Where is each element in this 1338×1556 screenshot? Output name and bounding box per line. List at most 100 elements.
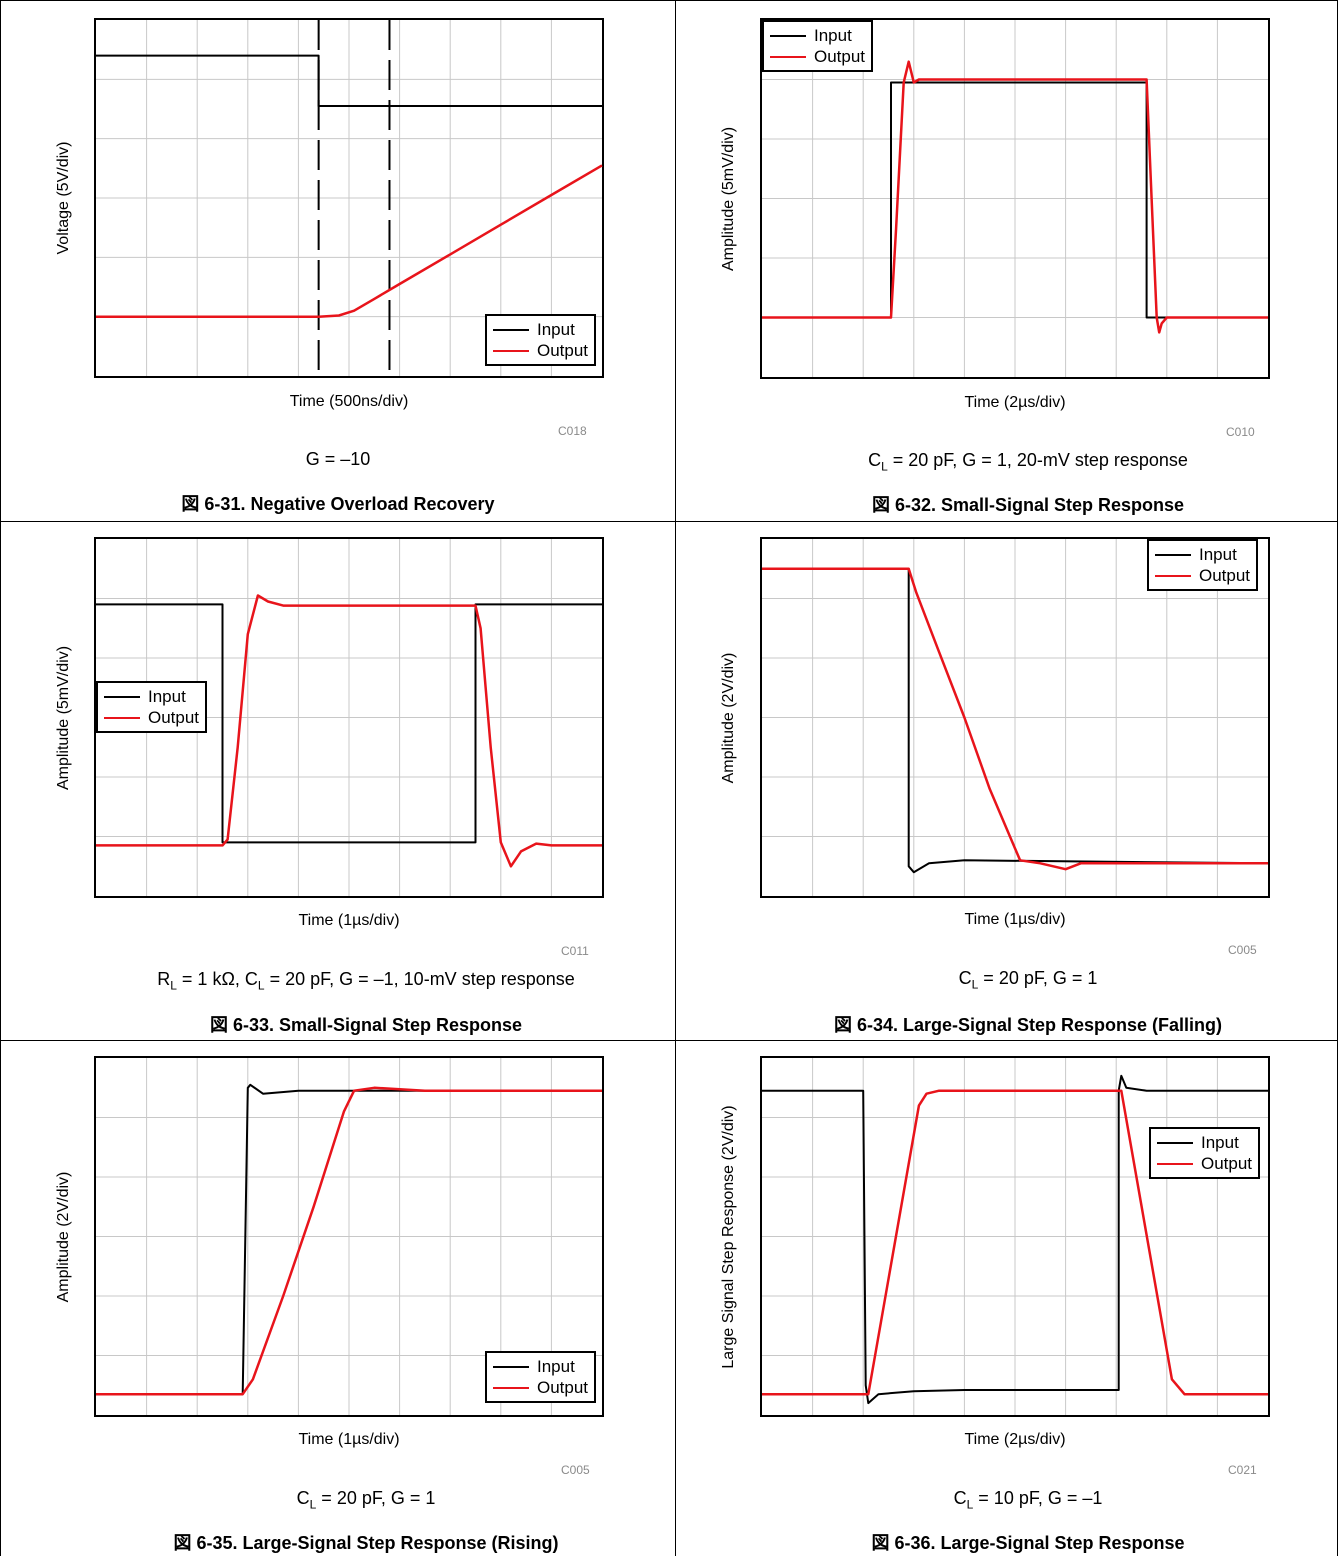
legend-label: Output	[1201, 1153, 1253, 1173]
figure-code: C011	[561, 944, 589, 958]
x-axis-label: Time (1µs/div)	[298, 912, 400, 929]
figure-code: C005	[1228, 943, 1257, 957]
legend-label: Input	[1199, 544, 1237, 564]
legend-swatch	[493, 1386, 529, 1389]
chart-legend: Input Output	[762, 20, 874, 72]
legend-item: Output	[493, 340, 588, 361]
legend-swatch	[1157, 1141, 1193, 1144]
legend-swatch	[104, 716, 140, 719]
condition-text: C	[958, 968, 972, 988]
legend-item: Input	[770, 25, 865, 46]
x-axis-label: Time (2µs/div)	[964, 1431, 1066, 1448]
condition-subscript: L	[170, 978, 177, 993]
condition-text: = 20 pF, G = 1, 20-mV step response	[887, 450, 1188, 470]
legend-item: Output	[493, 1377, 588, 1398]
plot-area	[94, 537, 604, 898]
legend-swatch	[770, 34, 806, 37]
legend-item: Input	[493, 319, 588, 340]
legend-item: Input	[104, 686, 199, 707]
figure-caption: 図 6-32. Small-Signal Step Response	[871, 495, 1185, 515]
plot-area	[94, 1056, 604, 1417]
legend-swatch	[1155, 553, 1191, 556]
legend-item: Input	[1155, 544, 1250, 565]
condition-text: R	[157, 969, 171, 989]
figure-code: C005	[561, 1463, 590, 1477]
legend-label: Input	[537, 319, 575, 339]
legend-swatch	[493, 1365, 529, 1368]
plot-area	[760, 1056, 1270, 1417]
table-divider-vertical	[675, 0, 676, 1556]
figure-code: C010	[1226, 425, 1255, 439]
legend-label: Input	[1201, 1132, 1239, 1152]
series-input-line	[762, 1074, 1268, 1405]
plot-area	[760, 537, 1270, 898]
legend-swatch	[493, 328, 529, 331]
condition-subscript: L	[309, 1497, 317, 1512]
chart-svg	[762, 1058, 1268, 1415]
chart-svg	[96, 1058, 602, 1415]
y-axis-label: Amplitude (5mV/div)	[55, 645, 72, 790]
table-divider-row2	[0, 1040, 1338, 1041]
test-condition: CL = 20 pF, G = 1	[959, 968, 1098, 992]
figure-code: C018	[558, 424, 587, 438]
x-axis-label: Time (1µs/div)	[298, 1431, 400, 1448]
series-input-line	[96, 603, 602, 844]
plot-area	[94, 18, 604, 378]
figure-caption: 図 6-36. Large-Signal Step Response	[871, 1533, 1185, 1553]
legend-swatch	[1155, 574, 1191, 577]
condition-text: C	[296, 1488, 310, 1508]
condition-text: = 20 pF, G = 1	[316, 1488, 436, 1508]
figure-caption: 図 6-33. Small-Signal Step Response	[209, 1015, 523, 1035]
legend-label: Input	[537, 1356, 575, 1376]
y-axis-label: Amplitude (5mV/div)	[720, 126, 737, 271]
table-border-left	[0, 0, 1, 1556]
legend-item: Output	[1157, 1153, 1252, 1174]
condition-subscript: L	[966, 1497, 974, 1512]
x-axis-label: Time (2µs/div)	[964, 394, 1066, 411]
legend-swatch	[770, 55, 806, 58]
legend-label: Input	[814, 25, 852, 45]
figure-caption: 図 6-34. Large-Signal Step Response (Fall…	[833, 1015, 1223, 1035]
figure-caption: 図 6-31. Negative Overload Recovery	[181, 494, 495, 514]
chart-legend: Input Output	[485, 1351, 597, 1403]
legend-label: Output	[1199, 565, 1251, 585]
condition-text: G = –10	[305, 449, 371, 469]
series-output-line	[762, 567, 1268, 871]
test-condition: G = –10	[306, 449, 371, 470]
test-condition: CL = 20 pF, G = 1	[297, 1488, 436, 1512]
table-border-top	[0, 0, 1338, 1]
legend-item: Output	[104, 707, 199, 728]
condition-text: = 10 pF, G = –1	[973, 1488, 1103, 1508]
condition-text: = 20 pF, G = –1, 10-mV step response	[264, 969, 575, 989]
condition-text: = 20 pF, G = 1	[978, 968, 1098, 988]
legend-item: Output	[1155, 565, 1250, 586]
y-axis-label: Voltage (5V/div)	[55, 141, 72, 255]
condition-subscript: L	[257, 978, 265, 993]
y-axis-label: Large Signal Step Response (2V/div)	[720, 1104, 737, 1369]
legend-item: Input	[493, 1356, 588, 1377]
chart-legend: Input Output	[485, 314, 597, 366]
condition-subscript: L	[971, 977, 979, 992]
figure-code: C021	[1228, 1463, 1257, 1477]
y-axis-label: Amplitude (2V/div)	[720, 652, 737, 783]
series-output-line	[96, 594, 602, 868]
chart-svg	[762, 20, 1268, 377]
test-condition: RL = 1 kΩ, CL = 20 pF, G = –1, 10-mV ste…	[157, 969, 575, 993]
legend-swatch	[1157, 1162, 1193, 1165]
legend-item: Input	[1157, 1132, 1252, 1153]
series-output-line	[762, 1089, 1268, 1396]
condition-subscript: L	[881, 459, 888, 474]
x-axis-label: Time (500ns/div)	[289, 393, 409, 410]
chart-svg	[96, 539, 602, 896]
chart-svg	[96, 20, 603, 376]
y-axis-label: Amplitude (2V/div)	[55, 1171, 72, 1302]
test-condition: CL = 10 pF, G = –1	[954, 1488, 1103, 1512]
test-condition: CL = 20 pF, G = 1, 20-mV step response	[868, 450, 1188, 474]
figure-caption: 図 6-35. Large-Signal Step Response (Risi…	[173, 1533, 559, 1553]
legend-swatch	[104, 695, 140, 698]
chart-legend: Input Output	[1147, 539, 1259, 591]
chart-legend: Input Output	[96, 681, 208, 733]
series-input-line	[96, 54, 602, 107]
legend-label: Output	[814, 46, 866, 66]
x-axis-label: Time (1µs/div)	[964, 911, 1066, 928]
